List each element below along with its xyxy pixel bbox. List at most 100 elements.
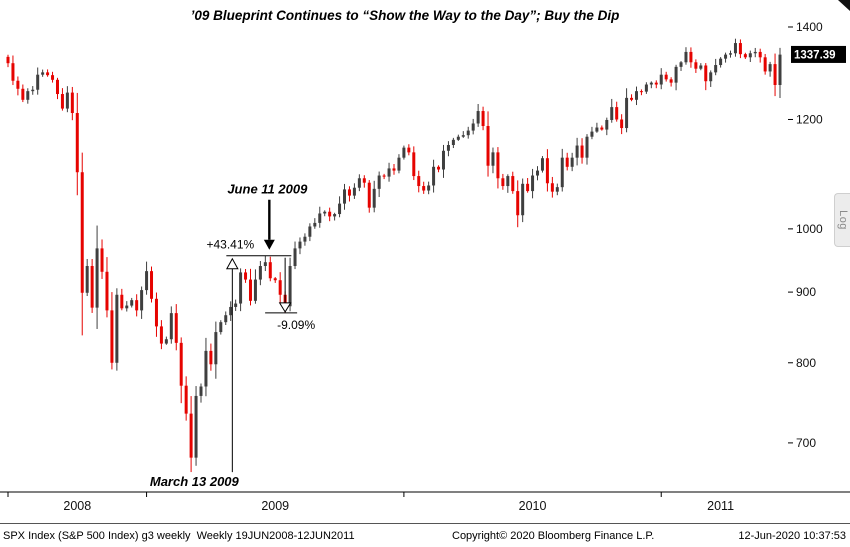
candle [758,48,762,63]
candle [639,89,643,96]
candle [6,54,10,68]
candle [110,292,114,370]
candlestick-chart[interactable]: 2008 2009 2010 2011 1400 1200 1000 900 800 700 133… [0,0,850,522]
candle [659,68,663,90]
candle [105,257,109,318]
candle [209,343,213,371]
candle [521,178,525,223]
candle [565,152,569,171]
y-axis-tick-label: 1000 [796,222,823,236]
candle [253,269,257,304]
copyright-text: Copyright© 2020 Bloomberg Finance L.P. [452,530,655,542]
candle [748,50,752,63]
security-description: SPX Index (S&P 500 Index) g3 weekly Week… [3,530,355,542]
candle [605,117,609,136]
candle [689,47,693,68]
candle [288,257,292,312]
candle [481,106,485,131]
last-price-badge: 1337.39 [791,45,846,63]
candle [164,336,168,345]
candle [654,80,658,89]
log-scale-toggle[interactable]: Log [834,193,850,247]
candle [80,152,84,336]
candle [540,156,544,173]
candle [560,148,564,192]
candle [570,152,574,172]
candle [471,118,475,135]
candle [773,53,777,97]
candle [179,337,183,404]
candle [258,261,262,286]
candle [199,383,203,403]
log-scale-label: Log [836,210,849,230]
candle [120,288,124,311]
candle [506,174,510,193]
candle [55,77,59,100]
candle [753,47,757,58]
candle [333,212,337,221]
candle [135,294,139,317]
candle [244,268,248,283]
candle [85,258,89,297]
candle [733,38,737,57]
candle [407,144,411,156]
candle [625,88,629,133]
candle [496,147,500,189]
candle [184,376,188,421]
candle [362,175,366,188]
candle [308,223,312,242]
candle [16,76,20,96]
candle [26,88,30,104]
candle [70,86,74,121]
x-axis-year-label: 2010 [519,499,547,513]
candle [189,396,193,473]
candle [595,122,599,133]
candle [51,71,55,83]
june-peak-date-label: June 11 2009 [227,182,308,197]
candle [347,186,351,202]
pullback-down-triangle-marker [278,302,292,313]
x-axis-year-label: 2009 [261,499,289,513]
candle [743,52,747,59]
rally-pct-label: +43.41% [206,238,254,252]
candle [768,61,772,77]
rally-up-triangle-marker [225,257,239,270]
candle [65,86,69,113]
candle [100,239,104,279]
candle [21,84,25,103]
candle [204,337,208,397]
candle [60,88,64,111]
candle [263,255,267,272]
candle [585,134,589,165]
candle [679,61,683,71]
candle [709,70,713,87]
candle [90,258,94,313]
candle [357,174,361,192]
candle [456,134,460,141]
candle [154,292,158,337]
candle [545,149,549,192]
y-axis-tick-label: 1400 [796,20,823,34]
candle [674,64,678,91]
candle [338,196,342,218]
pullback-pct-label: -9.09% [277,318,315,332]
candle [174,304,178,351]
candle [392,163,396,175]
candle [719,57,723,68]
candle [778,47,782,98]
candle [239,268,243,312]
candle [293,241,297,270]
candle [377,171,381,198]
candle [95,225,99,329]
candle [590,126,594,140]
candle [649,81,653,89]
candle [159,320,163,350]
last-price-value: 1337.39 [794,49,836,61]
candle [446,141,450,157]
candle [738,39,742,59]
candle [11,55,15,86]
status-bar: SPX Index (S&P 500 Index) g3 weekly Week… [0,523,850,547]
candle [313,218,317,229]
candle [466,126,470,139]
annotations: +43.41% June 11 2009 -9.09% March 13 2009 [150,182,316,489]
